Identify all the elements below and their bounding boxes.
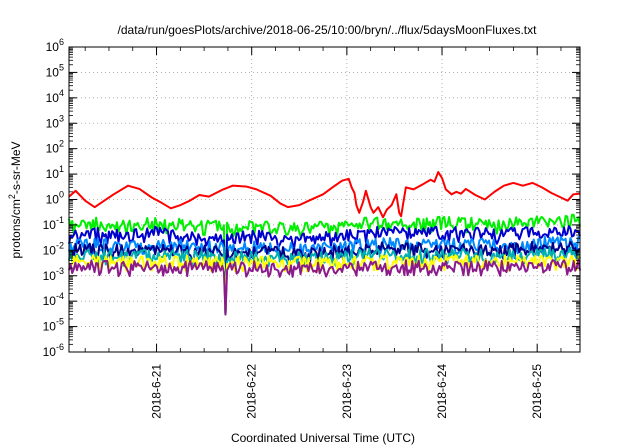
grid-lines	[69, 47, 580, 352]
chart-title: /data/run/goesPlots/archive/2018-06-25/1…	[118, 23, 538, 37]
x-tick-label: 2018-6-24	[435, 364, 449, 419]
x-axis-label: Coordinated Universal Time (UTC)	[231, 431, 415, 445]
y-tick-label: 10-5	[43, 317, 64, 334]
y-tick-label: 103	[46, 113, 64, 130]
x-tick-label: 2018-6-22	[245, 364, 259, 419]
x-tick-label: 2018-6-25	[530, 364, 544, 419]
series-line	[68, 240, 581, 316]
y-axis-label-pre: protons/cm	[9, 199, 23, 258]
y-tick-label: 101	[46, 164, 64, 181]
y-axis-label-sup: 2	[7, 194, 17, 199]
y-tick-label: 10-3	[43, 266, 64, 283]
y-tick-label: 106	[46, 37, 64, 54]
y-tick-label: 105	[46, 62, 64, 79]
series-line	[68, 246, 581, 316]
y-tick-label: 104	[46, 88, 64, 105]
y-tick-label: 100	[46, 190, 64, 207]
y-axis-label: protons/cm2-s-sr-MeV	[7, 141, 23, 258]
series-line	[68, 225, 581, 316]
y-tick-label: 102	[46, 139, 64, 156]
y-tick-label: 10-2	[43, 240, 64, 257]
y-axis-ticks: 10-6 10-5 10-4 10-3 10-2 10-1 100 101 102 103 104 1…	[43, 37, 580, 359]
series-line	[68, 258, 581, 316]
series-line	[68, 254, 581, 316]
x-axis-ticks: 2018-6-21 2018-6-22 2018-6-23 2018-6-24 2018…	[84, 47, 562, 419]
y-axis-label-post: -s-sr-MeV	[9, 141, 23, 194]
series-layer	[68, 171, 581, 316]
x-tick-label: 2018-6-21	[150, 364, 164, 419]
y-tick-label: 10-4	[43, 291, 64, 308]
series-line	[68, 171, 581, 219]
x-tick-label: 2018-6-23	[340, 364, 354, 419]
y-tick-label: 10-1	[43, 215, 64, 232]
y-tick-label: 10-6	[43, 342, 64, 359]
